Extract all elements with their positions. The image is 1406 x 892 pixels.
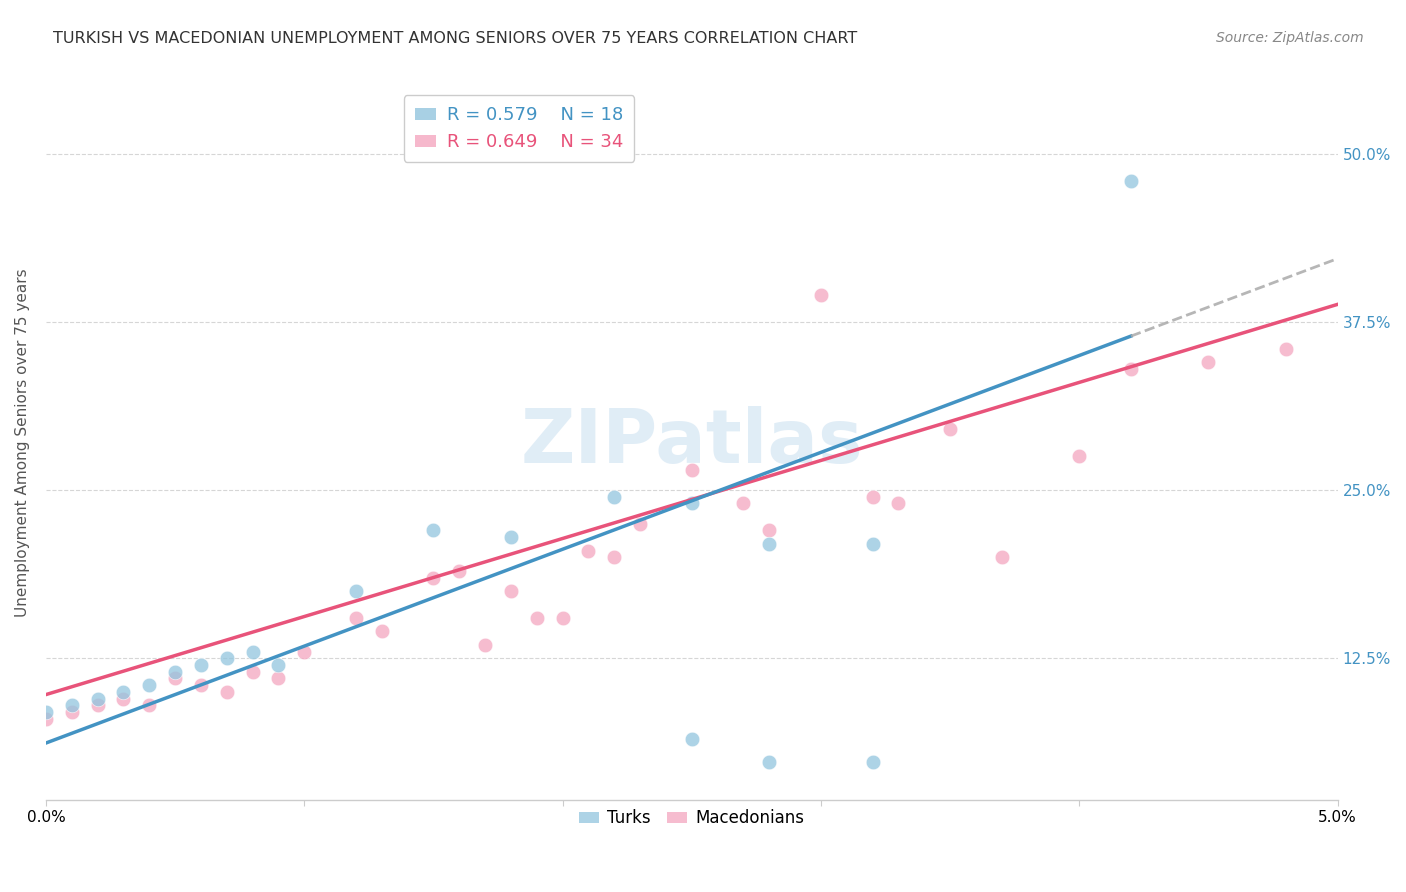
Point — [242, 665, 264, 679]
Point — [1119, 173, 1142, 187]
Point — [112, 691, 135, 706]
Point — [499, 584, 522, 599]
Text: TURKISH VS MACEDONIAN UNEMPLOYMENT AMONG SENIORS OVER 75 YEARS CORRELATION CHART: TURKISH VS MACEDONIAN UNEMPLOYMENT AMONG… — [53, 31, 858, 46]
Point — [603, 550, 626, 565]
Point — [165, 665, 187, 679]
Point — [138, 678, 160, 692]
Point — [190, 678, 212, 692]
Point — [862, 755, 884, 769]
Point — [190, 657, 212, 672]
Legend: Turks, Macedonians: Turks, Macedonians — [572, 803, 811, 834]
Point — [758, 524, 780, 538]
Point — [344, 611, 367, 625]
Point — [371, 624, 394, 639]
Point — [681, 463, 703, 477]
Point — [60, 698, 83, 713]
Point — [603, 490, 626, 504]
Point — [449, 564, 471, 578]
Point — [1069, 450, 1091, 464]
Point — [422, 570, 444, 584]
Point — [991, 550, 1014, 565]
Point — [887, 496, 910, 510]
Point — [215, 685, 238, 699]
Point — [215, 651, 238, 665]
Point — [526, 611, 548, 625]
Point — [758, 755, 780, 769]
Point — [1119, 362, 1142, 376]
Text: ZIPatlas: ZIPatlas — [520, 407, 863, 479]
Point — [267, 672, 290, 686]
Point — [60, 705, 83, 719]
Point — [292, 644, 315, 658]
Point — [499, 530, 522, 544]
Point — [35, 712, 58, 726]
Text: Source: ZipAtlas.com: Source: ZipAtlas.com — [1216, 31, 1364, 45]
Point — [1275, 342, 1298, 356]
Point — [86, 698, 108, 713]
Point — [474, 638, 496, 652]
Point — [939, 422, 962, 436]
Point — [681, 731, 703, 746]
Point — [35, 705, 58, 719]
Point — [551, 611, 574, 625]
Point — [267, 657, 290, 672]
Point — [681, 496, 703, 510]
Y-axis label: Unemployment Among Seniors over 75 years: Unemployment Among Seniors over 75 years — [15, 268, 30, 617]
Point — [733, 496, 755, 510]
Point — [86, 691, 108, 706]
Point — [165, 672, 187, 686]
Point — [578, 543, 600, 558]
Point — [242, 644, 264, 658]
Point — [112, 685, 135, 699]
Point — [810, 288, 832, 302]
Point — [344, 584, 367, 599]
Point — [862, 490, 884, 504]
Point — [758, 537, 780, 551]
Point — [422, 524, 444, 538]
Point — [628, 516, 651, 531]
Point — [862, 537, 884, 551]
Point — [138, 698, 160, 713]
Point — [1198, 355, 1220, 369]
